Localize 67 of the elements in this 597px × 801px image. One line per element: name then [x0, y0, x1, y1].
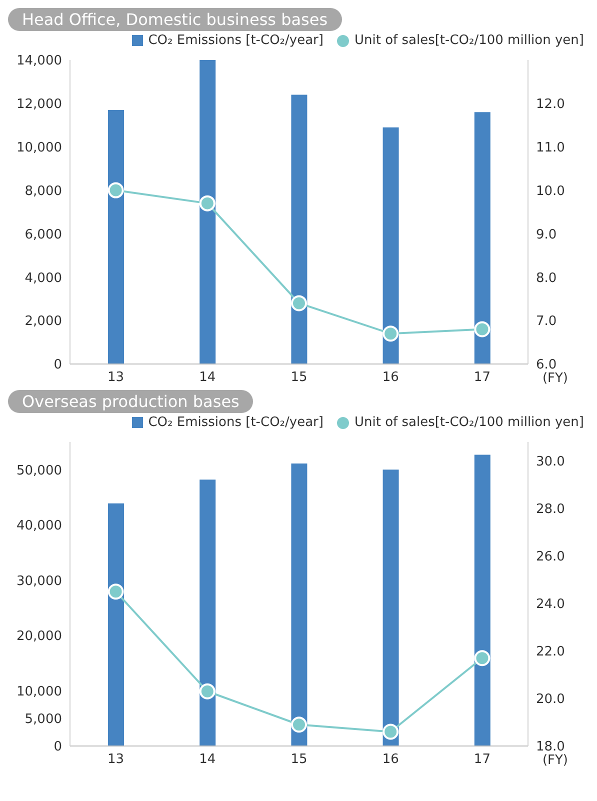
y-tick-label: 20,000: [16, 629, 62, 644]
bar: [108, 110, 124, 364]
y-tick-label: 10,000: [16, 684, 62, 700]
bar: [200, 60, 216, 364]
y-tick-label: 0: [54, 740, 62, 755]
legend-label: Unit of sales[t-CO₂/100 million yen]: [354, 415, 584, 430]
y-tick-label: 50,000: [16, 463, 62, 478]
bar: [200, 480, 216, 746]
point: [108, 584, 124, 600]
y2-tick-label: 26.0: [536, 550, 565, 565]
y2-tick-label: 8.0: [536, 270, 557, 286]
y2-tick-label: 28.0: [536, 502, 565, 518]
point: [199, 195, 216, 212]
y2-tick-label: 10.0: [536, 184, 565, 199]
y-tick-label: 12,000: [16, 97, 62, 112]
y2-tick-label: 20.0: [536, 692, 565, 708]
point: [382, 326, 399, 342]
bar: [382, 470, 399, 746]
chart-title: Overseas production bases: [8, 390, 254, 413]
y2-tick-label: 12.0: [536, 97, 565, 112]
y-tick-label: 6,000: [24, 227, 62, 242]
y2-tick-label: 7.0: [536, 314, 557, 330]
point: [108, 182, 124, 198]
point: [382, 724, 399, 740]
x-tick-label: 15: [290, 370, 308, 386]
y-tick-label: 4,000: [24, 270, 62, 286]
y-tick-label: 8,000: [24, 184, 62, 199]
y-tick-label: 2,000: [24, 314, 62, 330]
x-tick-label: 14: [199, 752, 216, 768]
x-tick-label: 13: [108, 752, 124, 768]
legend-label: CO₂ Emissions [t-CO₂/year]: [148, 33, 324, 48]
bar: [474, 112, 490, 364]
y2-tick-label: 18.0: [536, 740, 565, 755]
y-tick-label: 10,000: [16, 140, 62, 156]
point: [291, 716, 307, 733]
legend-label: Unit of sales[t-CO₂/100 million yen]: [354, 33, 584, 48]
y-tick-label: 30,000: [16, 574, 62, 589]
x-tick-label: 13: [108, 370, 124, 386]
bar: [474, 454, 490, 746]
x-tick-label: 14: [199, 370, 216, 386]
point: [199, 683, 216, 700]
bar: [291, 464, 308, 746]
point: [474, 321, 490, 338]
y2-tick-label: 22.0: [536, 644, 565, 660]
bar: [291, 94, 308, 364]
chart-title: Head Office, Domestic business bases: [8, 8, 342, 31]
y2-tick-label: 24.0: [536, 597, 565, 612]
x-tick-label: 16: [382, 752, 399, 768]
legend-label: CO₂ Emissions [t-CO₂/year]: [148, 415, 324, 430]
y-tick-label: 40,000: [16, 518, 62, 534]
x-axis-title: (FY): [542, 371, 568, 386]
y-tick-label: 0: [54, 358, 62, 373]
point: [474, 650, 490, 666]
y2-tick-label: 30.0: [536, 454, 565, 470]
y2-tick-label: 11.0: [536, 140, 565, 156]
y2-tick-label: 6.0: [536, 358, 557, 373]
point: [291, 295, 307, 312]
x-tick-label: 17: [474, 370, 490, 386]
x-tick-label: 17: [474, 752, 490, 768]
y-tick-label: 14,000: [16, 54, 62, 69]
y-tick-label: 5,000: [24, 712, 62, 727]
y2-tick-label: 9.0: [536, 227, 557, 242]
bar: [108, 503, 124, 746]
x-tick-label: 16: [382, 370, 399, 386]
x-axis-title: (FY): [542, 753, 568, 768]
bar: [382, 127, 399, 364]
x-tick-label: 15: [290, 752, 308, 768]
